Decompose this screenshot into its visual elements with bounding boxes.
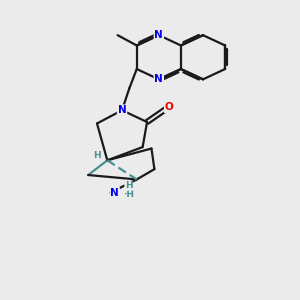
Text: N: N	[110, 188, 119, 198]
Text: N: N	[154, 74, 163, 84]
Text: O: O	[165, 102, 173, 112]
Text: H: H	[125, 182, 132, 190]
Text: H: H	[93, 152, 101, 160]
Text: N: N	[154, 30, 163, 40]
Text: N: N	[118, 105, 126, 115]
Text: ·H: ·H	[123, 190, 134, 199]
